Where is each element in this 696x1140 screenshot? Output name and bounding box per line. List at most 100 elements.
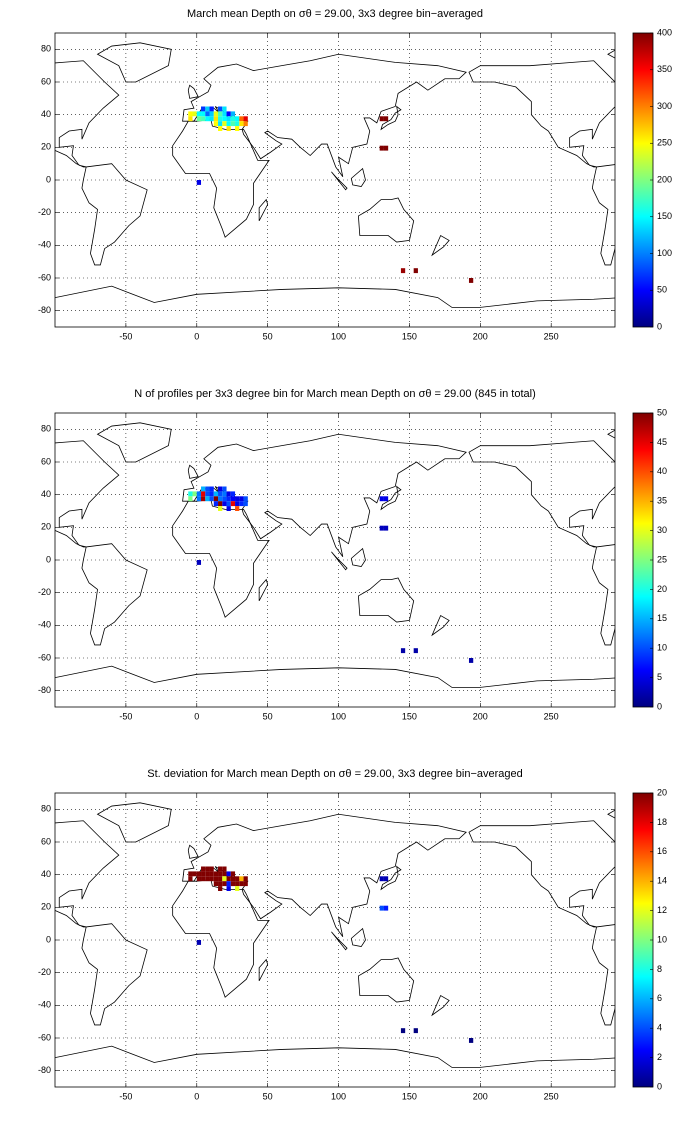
x-tick-label: 0 bbox=[194, 331, 199, 341]
y-tick-label: 80 bbox=[41, 44, 51, 54]
cell bbox=[235, 121, 240, 127]
x-tick-label: 200 bbox=[473, 711, 488, 721]
cell bbox=[209, 486, 214, 492]
cell bbox=[209, 491, 214, 497]
cell bbox=[239, 881, 244, 887]
cell bbox=[213, 496, 219, 502]
cell bbox=[209, 866, 214, 872]
cell bbox=[230, 116, 236, 122]
chart-title: N of profiles per 3x3 degree bin for Mar… bbox=[134, 388, 536, 400]
cell bbox=[201, 491, 206, 497]
cell bbox=[239, 121, 244, 127]
cell bbox=[218, 121, 223, 127]
x-tick-label: 150 bbox=[402, 711, 417, 721]
cell bbox=[230, 496, 236, 502]
cell bbox=[239, 876, 244, 882]
panel: N of profiles per 3x3 degree bin for Mar… bbox=[38, 388, 667, 721]
cell bbox=[243, 876, 248, 882]
cell bbox=[235, 886, 240, 891]
colorbar-tick-label: 10 bbox=[657, 643, 667, 653]
cell bbox=[235, 881, 240, 887]
cell bbox=[213, 881, 219, 887]
cell bbox=[218, 501, 223, 507]
cell bbox=[218, 876, 223, 882]
cell bbox=[205, 106, 210, 112]
x-tick-label: 200 bbox=[473, 1091, 488, 1101]
cell bbox=[379, 496, 384, 502]
cell bbox=[218, 496, 223, 502]
cell bbox=[400, 648, 406, 654]
y-tick-label: -60 bbox=[38, 652, 51, 662]
cell bbox=[205, 876, 210, 882]
cell bbox=[222, 486, 227, 492]
cell bbox=[413, 1028, 418, 1034]
cell bbox=[218, 491, 223, 497]
y-tick-label: -20 bbox=[38, 967, 51, 977]
cell bbox=[192, 491, 197, 497]
cell bbox=[379, 525, 384, 531]
cell bbox=[218, 866, 223, 872]
cell bbox=[218, 506, 223, 511]
cell bbox=[196, 871, 202, 877]
colorbar-tick-label: 12 bbox=[657, 905, 667, 915]
cell bbox=[213, 501, 219, 507]
cell bbox=[201, 871, 206, 877]
cell bbox=[468, 278, 474, 283]
y-tick-label: -20 bbox=[38, 207, 51, 217]
cell bbox=[188, 496, 193, 502]
cell bbox=[188, 491, 193, 497]
cell bbox=[222, 871, 227, 877]
colorbar-tick-label: 350 bbox=[657, 64, 672, 74]
cell bbox=[222, 866, 227, 872]
cell bbox=[192, 111, 197, 117]
cell bbox=[218, 106, 223, 112]
y-tick-label: 60 bbox=[41, 76, 51, 86]
cell bbox=[379, 905, 384, 911]
cell bbox=[222, 501, 227, 507]
colorbar-tick-label: 5 bbox=[657, 672, 662, 682]
y-tick-label: -40 bbox=[38, 1000, 51, 1010]
cell bbox=[383, 116, 389, 122]
cell bbox=[196, 876, 202, 882]
cell bbox=[209, 496, 214, 502]
cell bbox=[226, 881, 231, 887]
y-tick-label: 60 bbox=[41, 836, 51, 846]
cell bbox=[188, 111, 193, 117]
colorbar-tick-label: 200 bbox=[657, 174, 672, 184]
colorbar-tick-label: 250 bbox=[657, 138, 672, 148]
x-tick-label: 50 bbox=[263, 711, 273, 721]
cell bbox=[213, 871, 219, 877]
cell bbox=[196, 560, 202, 565]
cell bbox=[218, 881, 223, 887]
cell bbox=[188, 876, 193, 882]
cell bbox=[196, 180, 202, 185]
x-tick-label: 250 bbox=[544, 331, 559, 341]
cell bbox=[196, 116, 202, 122]
y-tick-label: 0 bbox=[46, 934, 51, 944]
colorbar-tick-label: 0 bbox=[657, 321, 662, 331]
cell bbox=[230, 491, 236, 497]
cell bbox=[196, 496, 202, 502]
cell bbox=[226, 871, 231, 877]
cell bbox=[213, 876, 219, 882]
y-tick-label: 20 bbox=[41, 142, 51, 152]
cell bbox=[230, 871, 236, 877]
y-tick-label: -80 bbox=[38, 1065, 51, 1075]
cell bbox=[239, 496, 244, 502]
cell bbox=[222, 121, 227, 127]
y-tick-label: 60 bbox=[41, 456, 51, 466]
cell bbox=[209, 876, 214, 882]
panel: St. deviation for March mean Depth on σθ… bbox=[38, 768, 667, 1101]
cell bbox=[243, 121, 248, 127]
cell bbox=[226, 116, 231, 122]
cell bbox=[218, 111, 223, 117]
y-tick-label: 0 bbox=[46, 174, 51, 184]
y-tick-label: 20 bbox=[41, 902, 51, 912]
x-tick-label: 100 bbox=[331, 331, 346, 341]
cell bbox=[243, 116, 248, 122]
y-tick-label: 0 bbox=[46, 554, 51, 564]
cell bbox=[235, 116, 240, 122]
cell bbox=[379, 116, 384, 122]
cell bbox=[383, 496, 389, 502]
x-tick-label: 100 bbox=[331, 711, 346, 721]
